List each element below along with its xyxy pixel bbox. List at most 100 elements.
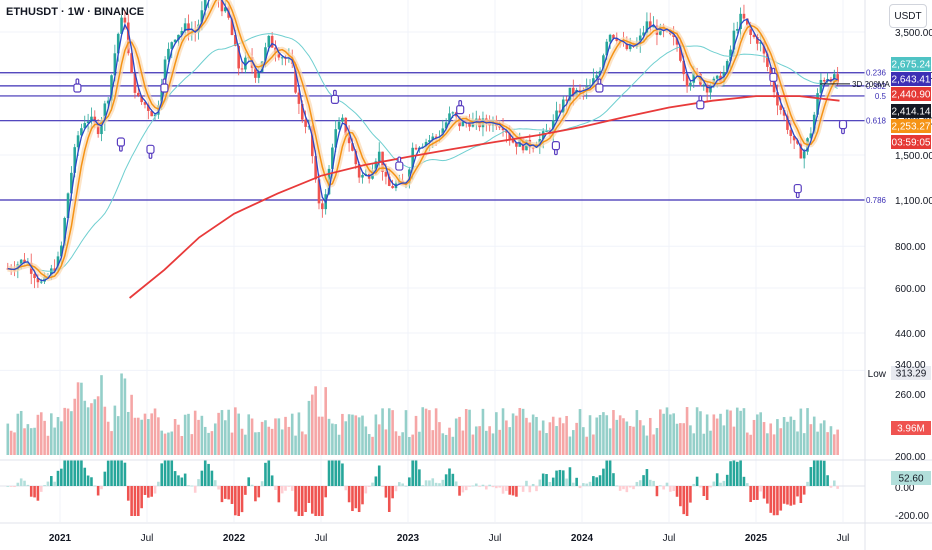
price-axis-tick: 800.00 [895, 242, 926, 253]
hand-marker-finger [397, 156, 402, 163]
candle-body [501, 127, 505, 131]
candle-body [595, 75, 599, 79]
currency-selector[interactable]: USDT [889, 4, 927, 28]
oscillator-bar [26, 484, 30, 486]
oscillator-bar [756, 486, 759, 500]
volume-bar [183, 414, 187, 455]
candle-body [354, 150, 358, 165]
low-price-tag-bg [891, 366, 931, 380]
volume-bar [766, 433, 769, 455]
volume-bar [16, 413, 20, 455]
oscillator-bar [434, 482, 438, 486]
oscillator-bar [551, 477, 555, 486]
volume-bar [100, 375, 103, 455]
oscillator-bar [715, 473, 719, 486]
volume-bar [826, 432, 829, 455]
hand-marker-body [395, 161, 404, 171]
oscillator-bar [796, 486, 799, 497]
volume-bar [612, 410, 615, 455]
oscillator-bar [628, 486, 632, 488]
volume-bar [300, 431, 304, 455]
oscillator-bar [505, 486, 508, 491]
hand-marker-body [456, 105, 465, 115]
time-axis-tick: 2022 [223, 533, 246, 544]
volume-bar [555, 426, 558, 455]
oscillator-bar [284, 486, 287, 491]
candle-body [822, 79, 826, 82]
oscillator-bar [247, 477, 251, 486]
candle-body [725, 61, 729, 73]
oscillator-bar [598, 475, 602, 486]
volume-bar [314, 386, 317, 455]
volume-bar [213, 423, 217, 455]
candle-body [19, 259, 23, 265]
candle-body [461, 120, 465, 127]
candle-body [782, 110, 786, 116]
volume-bar [96, 396, 100, 455]
volume-bar [157, 417, 160, 455]
candle-body [444, 122, 448, 129]
oscillator-bar [80, 460, 83, 486]
volume-bar [210, 431, 214, 455]
candle-body [428, 140, 431, 142]
candle-body [294, 63, 297, 93]
volume-bar [495, 412, 498, 455]
time-axis-tick: Jul [663, 533, 676, 544]
oscillator-bar [538, 479, 542, 486]
volume-bar [334, 424, 338, 455]
candle-body [230, 17, 234, 36]
volume-bar [525, 417, 528, 455]
candle-body [100, 120, 103, 135]
volume-bar [270, 428, 274, 455]
oscillator-bar [230, 486, 234, 504]
volume-bar [582, 427, 585, 455]
volume-bar [317, 416, 321, 455]
time-axis-tick: 2021 [49, 533, 72, 544]
oscillator-bar [766, 486, 769, 504]
candle-body [816, 93, 819, 115]
oscillator-bar [531, 483, 535, 486]
volume-bar [588, 415, 592, 455]
oscillator-bar [695, 476, 699, 486]
hand-marker-body [116, 137, 126, 147]
oscillator-bar [344, 486, 348, 491]
oscillator-bar [685, 486, 689, 516]
oscillator-bar [699, 486, 702, 488]
volume-bar [521, 408, 525, 455]
oscillator-bar [66, 460, 70, 486]
hand-marker-body [330, 94, 340, 104]
candle-body [39, 281, 43, 283]
oscillator-bar [244, 486, 247, 495]
volume-bar [776, 419, 779, 455]
hand-marker-icon [116, 137, 126, 152]
oscillator-bar [454, 481, 458, 486]
candle-body [33, 273, 36, 279]
oscillator-bar [461, 486, 465, 493]
oscillator-bar [200, 470, 204, 486]
candle-body [103, 103, 107, 121]
candle-body [150, 110, 153, 117]
candle-body [334, 129, 338, 148]
candle-body [555, 110, 558, 121]
oscillator-bar [126, 486, 130, 501]
volume-bar [401, 432, 404, 455]
hand-marker-icon [793, 183, 802, 199]
volume-bar [180, 436, 184, 455]
oscillator-bar [321, 486, 324, 516]
oscillator-bar [133, 486, 137, 516]
oscillator-bar [387, 486, 391, 512]
oscillator-bar [431, 478, 435, 486]
oscillator-bar [652, 480, 655, 486]
candle-body [451, 112, 455, 114]
oscillator-bar [418, 469, 421, 486]
fib-0236-price-tag: 2,643.41 [892, 75, 931, 86]
candle-body [612, 34, 615, 39]
oscillator-bar [451, 473, 455, 486]
oscillator-bar [782, 486, 786, 504]
fib-label-0.5: 0.5 [875, 92, 887, 101]
volume-bar [538, 430, 542, 455]
oscillator-bar [508, 486, 512, 495]
oscillator-bar [60, 468, 63, 486]
candle-body [170, 42, 174, 49]
